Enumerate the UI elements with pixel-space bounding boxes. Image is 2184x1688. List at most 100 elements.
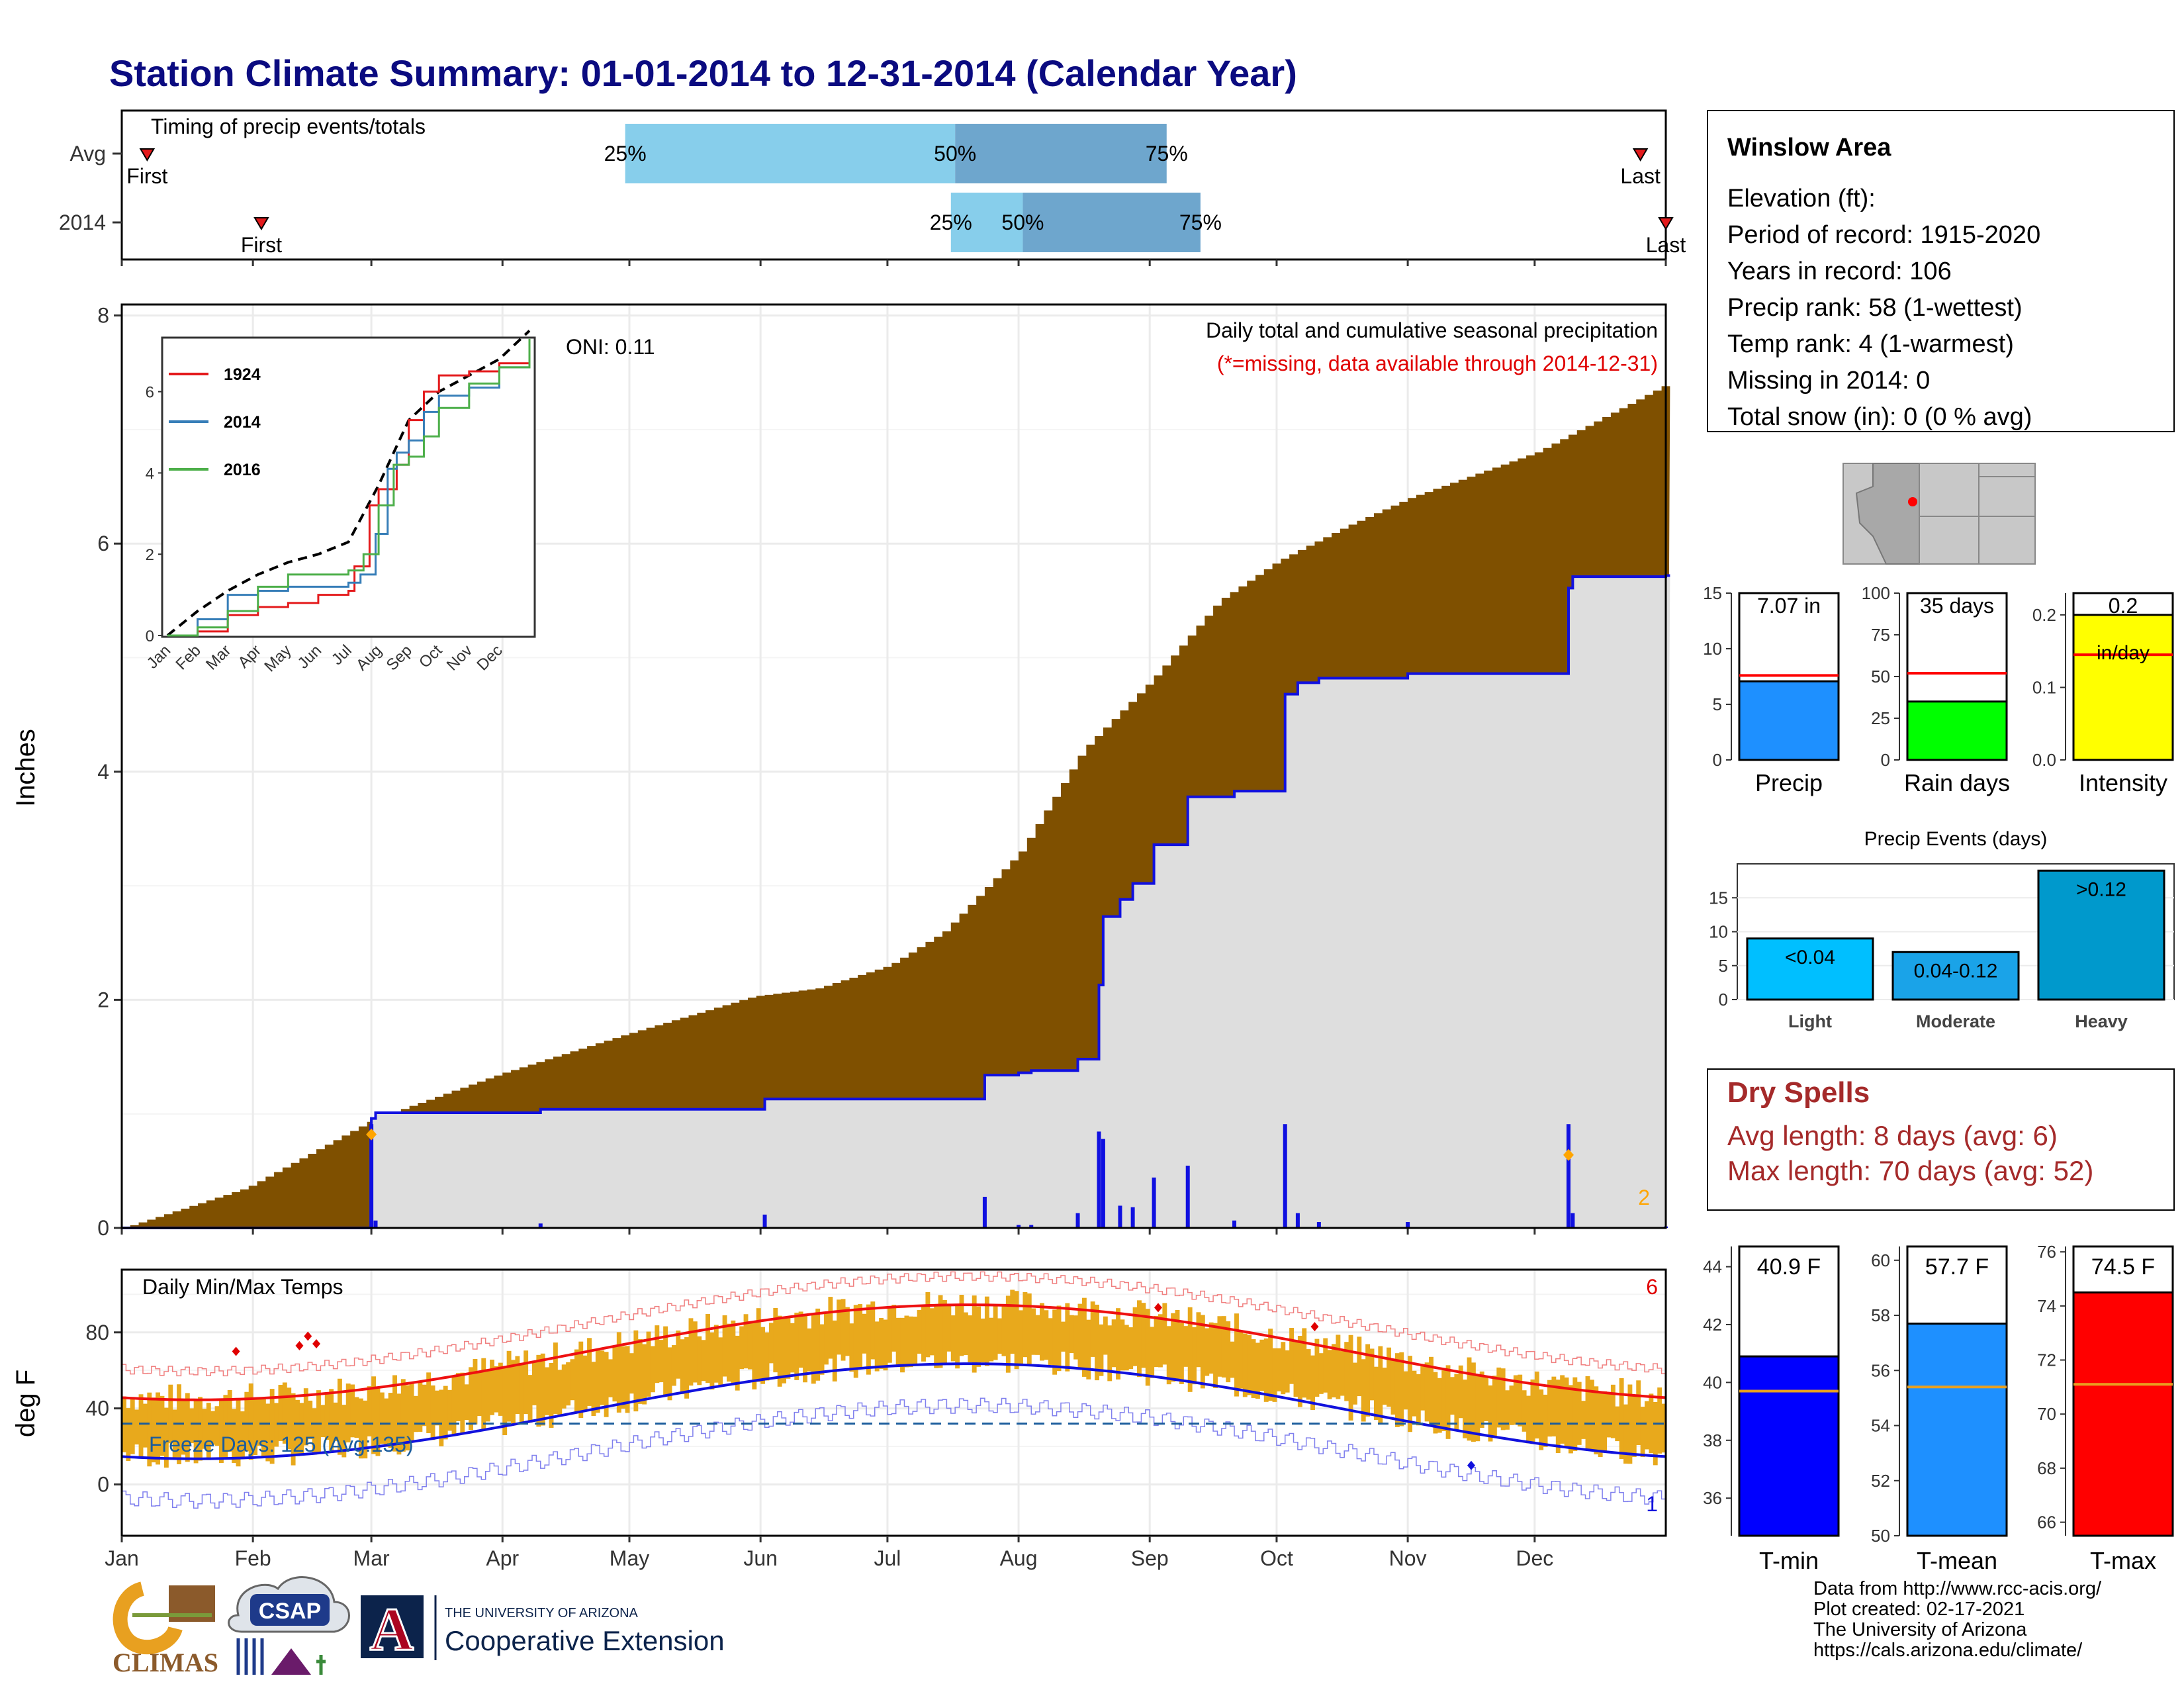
daily-temp-bar xyxy=(828,1297,833,1359)
climas-swirl xyxy=(113,1581,183,1655)
daily-temp-bar xyxy=(959,1295,964,1356)
timing-last-label: Last xyxy=(1620,164,1661,188)
daily-temp-bar xyxy=(1551,1376,1557,1436)
daily-temp-bar xyxy=(1500,1368,1506,1430)
station-frame xyxy=(1707,110,2175,432)
month-label: Sep xyxy=(1131,1546,1169,1570)
precip-record-marker xyxy=(1563,1149,1574,1161)
events-ytick-label: 10 xyxy=(1709,922,1728,942)
month-label: Oct xyxy=(1260,1546,1293,1570)
daily-temp-bar xyxy=(371,1376,377,1454)
daily-temp-bar xyxy=(984,1296,989,1366)
daily-temp-bar xyxy=(1467,1357,1472,1441)
daily-temp-bar xyxy=(819,1324,825,1375)
record-low-marker xyxy=(1467,1460,1475,1470)
temperature-bar-charts: 36 38 40 42 44 40.9 F T-min 50 52 54 56 58 60 57.7 F T… xyxy=(1703,1242,2174,1574)
daily-temp-bar xyxy=(1217,1316,1222,1377)
daily-temp-bar xyxy=(874,1321,880,1372)
summary-ytick-label: 0 xyxy=(1713,750,1722,770)
daily-temp-bar xyxy=(1302,1328,1307,1398)
daily-temp-bar xyxy=(379,1392,385,1444)
timing-first-label: First xyxy=(241,233,282,257)
daily-temp-bar xyxy=(147,1392,152,1467)
daily-temp-bar xyxy=(883,1319,888,1371)
daily-temp-bar xyxy=(278,1385,283,1441)
daily-temp-bar xyxy=(1077,1303,1083,1369)
daily-temp-bar xyxy=(980,1318,985,1363)
min-record-count: 1 xyxy=(1646,1492,1658,1516)
daily-temp-bar xyxy=(324,1393,330,1440)
temp-bar-t-mean xyxy=(1906,1323,2008,1537)
daily-temp-bar xyxy=(261,1398,266,1456)
footer-line-url: https://cals.arizona.edu/climate/ xyxy=(1813,1640,2083,1661)
precip-subheading: (*=missing, data available through 2014-… xyxy=(1217,352,1658,375)
daily-temp-bar xyxy=(464,1384,469,1421)
daily-temp-bar xyxy=(1175,1310,1180,1382)
daily-temp-bar xyxy=(997,1318,1002,1354)
daily-temp-bar xyxy=(561,1364,567,1409)
daily-temp-bar xyxy=(1437,1378,1442,1433)
daily-temp-bar xyxy=(532,1361,537,1405)
daily-temp-bar xyxy=(1518,1374,1523,1427)
daily-temp-bar xyxy=(1281,1342,1286,1395)
daily-temp-bar xyxy=(455,1373,461,1422)
freeze-days: Freeze Days: 125 (Avg:135) xyxy=(149,1432,414,1456)
daily-temp-bar xyxy=(946,1304,952,1352)
daily-temp-bar xyxy=(1208,1322,1214,1374)
daily-temp-bar xyxy=(142,1403,148,1448)
daily-temp-bar xyxy=(303,1388,308,1446)
precip-events-chart: Precip Events (days) 0 5 10 15 <0.04 Light 0.0… xyxy=(1709,828,2175,1031)
summary-bar-label: Rain days xyxy=(1904,769,2010,796)
temp-ytick-label: 40 xyxy=(85,1397,109,1421)
daily-precip-bar xyxy=(1130,1207,1135,1228)
daily-temp-bar xyxy=(1234,1313,1239,1397)
daily-temp-bar xyxy=(1005,1295,1011,1373)
daily-temp-bar xyxy=(511,1360,516,1425)
daily-temp-bar xyxy=(1387,1347,1392,1407)
daily-temp-bar xyxy=(363,1400,368,1459)
summary-ytick-label: 15 xyxy=(1703,583,1722,603)
timing-first-marker xyxy=(253,217,269,230)
daily-temp-bar xyxy=(773,1307,778,1373)
daily-temp-bar xyxy=(1420,1365,1426,1411)
daily-temp-bar xyxy=(553,1342,558,1414)
daily-temp-bar xyxy=(731,1320,736,1385)
daily-precip-bar xyxy=(1118,1205,1122,1228)
daily-temp-bar xyxy=(443,1385,448,1440)
daily-temp-bar xyxy=(1183,1326,1189,1367)
daily-temp-bar xyxy=(1323,1338,1328,1393)
daily-temp-bar xyxy=(895,1317,901,1368)
inset-legend-label: 1924 xyxy=(224,365,261,384)
daily-temp-bar xyxy=(841,1299,846,1361)
daily-temp-bar xyxy=(1361,1359,1366,1422)
daily-temp-bar xyxy=(1454,1374,1459,1430)
daily-temp-bar xyxy=(1293,1342,1298,1397)
daily-temp-bar xyxy=(1412,1370,1417,1417)
month-label: Feb xyxy=(235,1546,271,1570)
daily-temp-bar xyxy=(1276,1348,1281,1391)
csap-badge xyxy=(250,1594,330,1626)
temp-bar-value-label: 57.7 F xyxy=(1925,1254,1989,1280)
daily-temp-bar xyxy=(156,1392,161,1465)
daily-temp-bar xyxy=(422,1384,427,1427)
timing-last-marker xyxy=(1658,217,1674,230)
daily-temp-bar xyxy=(1403,1371,1408,1410)
inset-legend-label: 2014 xyxy=(224,413,261,432)
daily-temp-bar xyxy=(1272,1348,1277,1402)
daily-temp-bar xyxy=(1373,1366,1379,1421)
temp-bar-t-max xyxy=(2072,1291,2174,1537)
daily-temp-bar xyxy=(1463,1380,1468,1438)
daily-temp-bar xyxy=(1661,1403,1666,1453)
daily-temp-bar xyxy=(1031,1308,1036,1355)
daily-temp-bar xyxy=(223,1395,228,1459)
daily-temp-bar xyxy=(1649,1393,1654,1454)
daily-temp-bar xyxy=(692,1321,698,1383)
daily-temp-bar xyxy=(908,1316,913,1368)
summary-ytick-label: 0.1 xyxy=(2032,677,2056,697)
events-bar-light xyxy=(1746,937,1874,1001)
summary-ytick-label: 10 xyxy=(1703,639,1722,659)
station-info-line: Temp rank: 4 (1-warmest) xyxy=(1727,330,2014,358)
daily-temp-bar xyxy=(1365,1344,1371,1417)
events-category-label: Heavy xyxy=(2075,1011,2128,1031)
month-label: Jan xyxy=(105,1546,139,1570)
